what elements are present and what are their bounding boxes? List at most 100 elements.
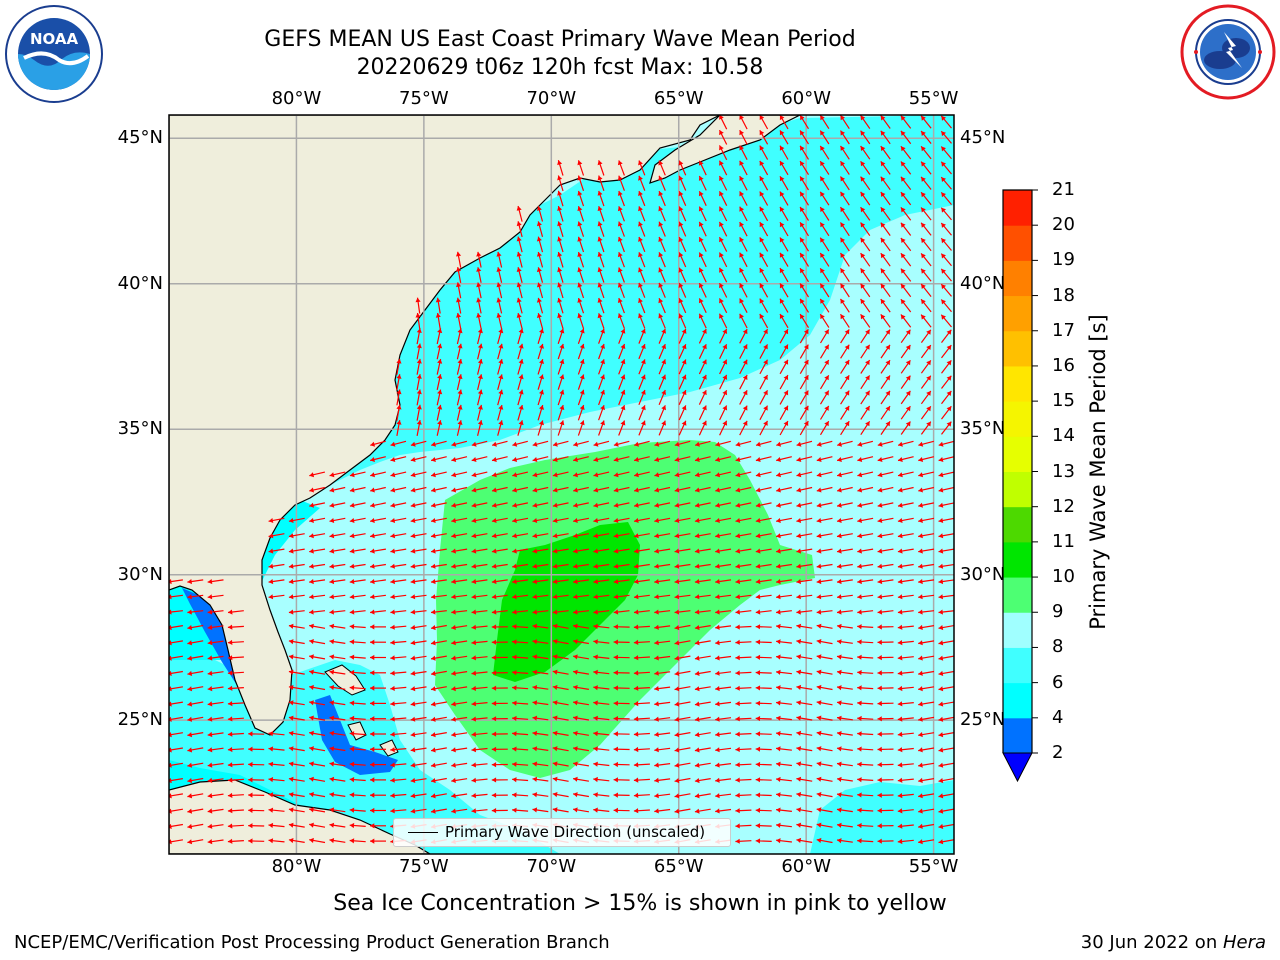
wave-direction-arrowhead (600, 374, 605, 380)
wave-direction-arrowhead (837, 579, 842, 585)
wave-direction-arrowhead (694, 793, 700, 799)
wave-direction-arrowhead (824, 344, 829, 350)
wave-direction-arrowhead (579, 374, 585, 380)
wave-direction-arrowhead (457, 420, 463, 425)
wave-direction-arrowhead (654, 808, 659, 814)
wave-direction-arrowhead (800, 115, 805, 121)
wave-direction-arrowhead (207, 716, 213, 722)
wave-direction-arrowhead (658, 237, 664, 242)
footer-credit: NCEP/EMC/Verification Post Processing Pr… (14, 932, 610, 953)
wave-direction-arrowhead (518, 420, 524, 426)
wave-direction-arrowhead (715, 762, 720, 768)
wave-direction-arrowhead (938, 548, 944, 554)
wave-direction-arrowhead (698, 206, 704, 212)
wave-direction-arrowhead (654, 731, 659, 737)
wave-direction-arrowhead (451, 777, 456, 783)
wave-direction-arrowhead (207, 762, 213, 768)
wave-direction-arrowhead (742, 420, 748, 426)
wave-direction-arrowhead (451, 472, 457, 478)
wave-direction-arrowhead (783, 344, 789, 350)
wave-direction-arrowhead (897, 808, 903, 814)
wave-direction-arrowhead (613, 639, 618, 645)
lon-label-top: 75°W (399, 88, 449, 109)
wave-direction-arrowhead (678, 237, 684, 243)
wave-direction-arrowhead (471, 808, 476, 814)
wave-direction-arrowhead (938, 793, 944, 799)
wave-direction-arrowhead (370, 654, 375, 661)
wave-direction-arrowhead (309, 730, 314, 736)
wave-direction-arrowhead (390, 808, 395, 814)
wave-direction-arrowhead (471, 457, 477, 462)
wave-direction-arrowhead (640, 405, 646, 411)
wave-direction-arrowhead (678, 221, 684, 227)
wave-direction-arrowhead (248, 838, 253, 844)
wave-direction-arrowhead (248, 792, 253, 798)
wave-direction-arrowhead (577, 190, 583, 196)
wave-direction-arrowhead (824, 390, 829, 396)
wave-direction-arrowhead (370, 777, 375, 783)
wave-direction-arrowhead (268, 563, 274, 569)
wave-direction-arrowhead (309, 761, 314, 767)
wave-direction-arrowhead (573, 487, 578, 493)
period-band-6-8-southeast (810, 780, 954, 854)
wave-direction-arrowhead (918, 732, 923, 738)
wave-direction-arrowhead (840, 115, 845, 121)
wave-direction-arrowhead (779, 222, 785, 228)
wave-direction-arrowhead (816, 684, 822, 690)
wave-direction-arrowhead (613, 654, 618, 660)
wave-direction-arrowhead (539, 374, 544, 380)
wave-direction-arrowhead (938, 472, 944, 478)
wave-direction-arrowhead (938, 778, 944, 784)
wave-direction-arrowhead (654, 762, 659, 768)
wave-direction-arrowhead (759, 130, 765, 136)
wave-direction-arrowhead (897, 533, 903, 539)
wave-direction-arrowhead (593, 731, 598, 737)
wave-direction-arrowhead (759, 222, 765, 228)
wave-direction-arrowhead (187, 701, 193, 707)
wave-direction-arrowhead (776, 518, 781, 523)
wave-direction-arrowhead (471, 685, 476, 691)
wave-direction-arrowhead (613, 594, 619, 600)
wave-direction-arrowhead (410, 518, 416, 523)
wave-direction-arrowhead (837, 563, 842, 569)
wave-direction-arrowhead (410, 502, 416, 508)
wave-direction-arrowhead (755, 700, 761, 706)
wave-direction-arrowhead (349, 639, 355, 645)
wave-direction-arrowhead (941, 161, 946, 167)
wave-direction-arrowhead (451, 518, 456, 523)
wave-direction-arrowhead (471, 731, 476, 737)
wave-direction-arrowhead (477, 328, 483, 334)
wave-direction-arrowhead (288, 579, 294, 585)
wave-direction-arrowhead (573, 502, 578, 508)
wave-direction-arrowhead (897, 548, 903, 554)
wave-direction-arrowhead (633, 670, 639, 676)
wave-direction-arrowhead (437, 374, 443, 379)
wave-direction-arrowhead (613, 716, 618, 722)
wave-direction-arrowhead (431, 533, 436, 539)
wave-direction-arrowhead (617, 252, 623, 258)
wave-direction-arrowhead (918, 472, 924, 478)
wave-direction-arrowhead (694, 701, 700, 707)
wave-direction-arrowhead (457, 328, 463, 334)
wave-direction-arrowhead (349, 761, 355, 767)
wave-direction-arrowhead (573, 792, 578, 798)
wave-direction-arrowhead (840, 268, 845, 274)
wave-direction-arrowhead (840, 176, 845, 182)
wave-direction-arrowhead (532, 502, 538, 508)
wave-direction-arrowhead (532, 639, 538, 645)
wave-direction-arrowhead (451, 487, 457, 493)
wave-direction-arrowhead (536, 236, 542, 242)
wave-direction-arrowhead (837, 548, 842, 554)
wave-direction-arrowhead (416, 389, 422, 395)
wave-direction-arrowhead (735, 639, 740, 645)
wave-direction-arrowhead (329, 792, 335, 798)
wave-direction-arrowhead (512, 761, 517, 767)
wave-direction-arrowhead (779, 130, 785, 136)
wave-direction-arrowhead (597, 313, 603, 319)
wave-direction-arrowhead (698, 176, 704, 181)
wave-direction-arrowhead (451, 548, 456, 554)
wave-direction-arrowhead (755, 518, 761, 523)
wave-direction-arrowhead (396, 358, 402, 364)
wave-direction-arrowhead (207, 624, 213, 630)
wave-direction-arrowhead (885, 329, 890, 335)
